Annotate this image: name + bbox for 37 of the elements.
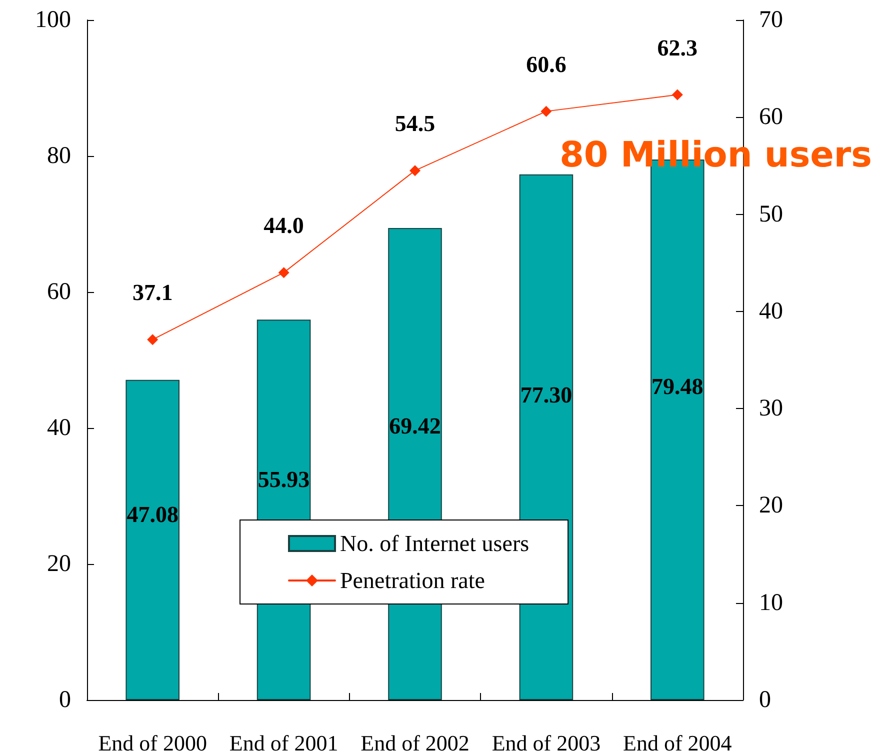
point (672, 89, 683, 100)
data-label: 55.93 (258, 466, 310, 492)
data-label: 47.08 (126, 502, 178, 527)
y-tick-label: 0 (59, 687, 71, 713)
y2-tick-label: 10 (759, 590, 783, 616)
data-label: 54.5 (394, 111, 436, 136)
y2-tick-label: 70 (759, 7, 783, 33)
data-label: 69.42 (389, 414, 441, 439)
y2-tick-label: 20 (759, 492, 783, 519)
point (410, 165, 420, 176)
legend-label: Penetration rate (340, 568, 485, 593)
data-label: 44.0 (264, 213, 304, 238)
y2-tick-label: 30 (759, 396, 783, 422)
x-tick-label: End of 2003 (492, 730, 601, 755)
data-label: 62.3 (657, 35, 698, 60)
y2-tick-label: 0 (759, 687, 771, 713)
x-tick-label: End of 2002 (360, 730, 470, 755)
data-label: 79.48 (652, 374, 704, 400)
bar (126, 380, 180, 700)
y2-tick-label: 50 (759, 201, 783, 228)
y-tick-label: 60 (47, 279, 71, 305)
x-tick-label: End of 2001 (229, 730, 338, 755)
x-tick-label: End of 2000 (98, 730, 207, 755)
point (147, 334, 158, 346)
legend-label: No. of Internet users (340, 531, 530, 556)
data-label: 60.6 (526, 52, 566, 77)
y-tick-label: 100 (35, 7, 71, 33)
y2-tick-label: 60 (759, 104, 783, 130)
data-label: 37.1 (132, 280, 173, 306)
y-tick-label: 80 (47, 143, 71, 169)
x-tick-label: End of 2004 (623, 730, 732, 755)
data-label: 77.30 (520, 382, 572, 408)
point (540, 106, 552, 117)
y-tick-label: 40 (47, 415, 71, 441)
y-tick-label: 20 (47, 551, 71, 577)
point (278, 267, 290, 278)
y2-tick-label: 40 (759, 298, 783, 324)
